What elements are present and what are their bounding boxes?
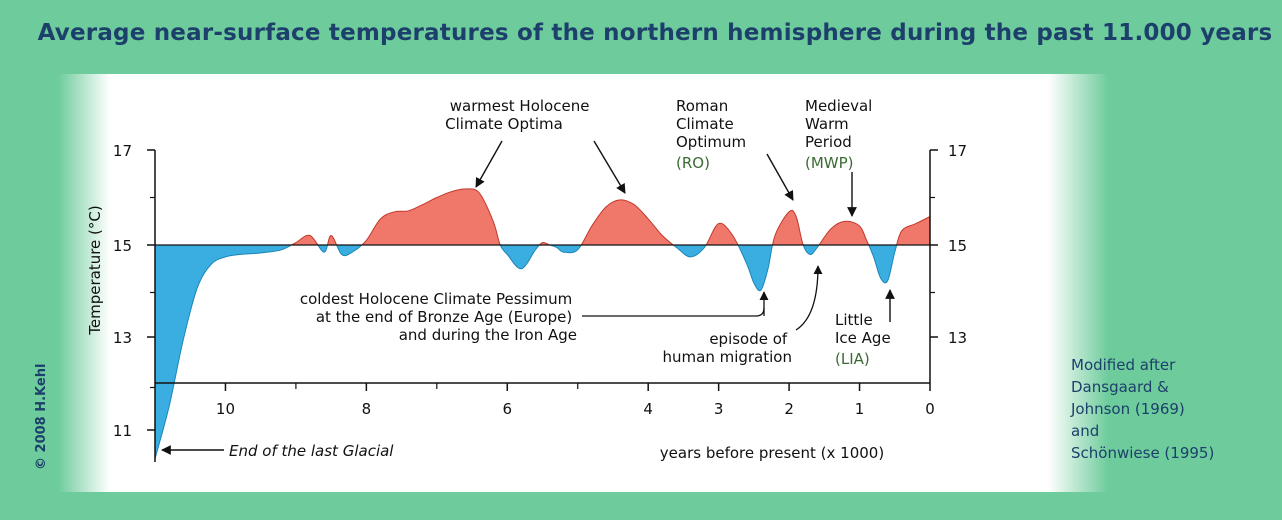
y-tick-label-right: 17	[948, 142, 967, 160]
annotation-medieval-line: Medieval	[805, 97, 872, 115]
y-tick-label-left: 17	[113, 142, 132, 160]
arrow-warmest-1	[475, 140, 503, 188]
svg-text:warmest Holocene Climate O: warmest Holocene Climate Optima	[445, 97, 594, 133]
x-tick-label: 10	[216, 400, 235, 418]
x-tick-label: 6	[502, 400, 512, 418]
svg-text:coldest Holocene Climate Pessi: coldest Holocene Climate Pessimum at the…	[300, 290, 577, 344]
source-note: Modified after Dansgaard & Johnson (1969…	[1071, 354, 1271, 464]
annotation-roman-line: Roman	[676, 97, 728, 115]
annotation-roman-abbr: (RO)	[676, 154, 710, 172]
annotation-migration-line: episode of	[709, 330, 788, 348]
annotation-glacial: End of the last Glacial	[229, 442, 394, 460]
arrow-coldest-corner	[755, 307, 765, 317]
annotation-coldest-line: and during the Iron Age	[399, 326, 577, 344]
y-tick-label-right: 15	[948, 237, 967, 255]
axes	[147, 149, 938, 462]
arrow-migration	[795, 265, 823, 331]
arrow-warmest-2	[593, 140, 626, 194]
annotation-warmest-line: Climate Optima	[445, 115, 563, 133]
annotation-lia-line: Ice Age	[835, 329, 891, 347]
chart-title: Average near-surface temperatures of the…	[37, 20, 1273, 46]
x-tick-label: 0	[925, 400, 935, 418]
annotation-migration-line: human migration	[663, 348, 793, 366]
y-tick-label-right: 13	[948, 329, 967, 347]
source-line: and	[1071, 422, 1100, 440]
annotation-coldest-line: coldest Holocene Climate Pessimum	[300, 290, 572, 308]
y-tick-label-left: 13	[113, 329, 132, 347]
source-line: Modified after	[1071, 356, 1176, 374]
x-tick-label: 1	[855, 400, 865, 418]
y-tick-label-left: 11	[113, 422, 132, 440]
annotation-warmest-line: warmest Holocene	[450, 97, 590, 115]
svg-text:Roman Climate Optimum: Roman Climate Optimum (RO)	[676, 97, 751, 172]
x-tick-label: 2	[784, 400, 794, 418]
plot-areas	[154, 188, 931, 459]
y-axis-label: Temperature (°C)	[86, 205, 104, 335]
y-tick-label-left: 15	[113, 237, 132, 255]
annotation-roman-line: Optimum	[676, 133, 746, 151]
annotation-medieval-line: Period	[805, 133, 852, 151]
annotation-medieval-abbr: (MWP)	[805, 154, 854, 172]
annotation-lia-abbr: (LIA)	[835, 350, 870, 368]
temperature-line-cold	[154, 245, 898, 459]
source-line: Dansgaard &	[1071, 378, 1169, 396]
svg-text:Little Ice Age (LIA): Little Ice Age (LIA)	[835, 311, 895, 368]
svg-text:episode of human migration: episode of human migration	[663, 330, 793, 366]
annotation-lia-line: Little	[835, 311, 873, 329]
annotation-roman-line: Climate	[676, 115, 734, 133]
source-line: Johnson (1969)	[1071, 400, 1185, 418]
x-tick-label: 4	[643, 400, 653, 418]
annotation-medieval-line: Warm	[805, 115, 849, 133]
warm-anomaly-area	[155, 188, 930, 245]
annotation-coldest-line: at the end of Bronze Age (Europe)	[316, 308, 572, 326]
x-tick-label: 8	[362, 400, 372, 418]
svg-text:Medieval Warm Period: Medieval Warm Period (MWP)	[805, 97, 877, 172]
source-line: Schönwiese (1995)	[1071, 444, 1215, 462]
x-tick-label: 3	[714, 400, 724, 418]
chart-panel	[58, 74, 1108, 492]
x-axis-label: years before present (x 1000)	[660, 444, 884, 462]
temperature-line-warm	[290, 188, 931, 245]
arrow-roman	[766, 153, 794, 201]
